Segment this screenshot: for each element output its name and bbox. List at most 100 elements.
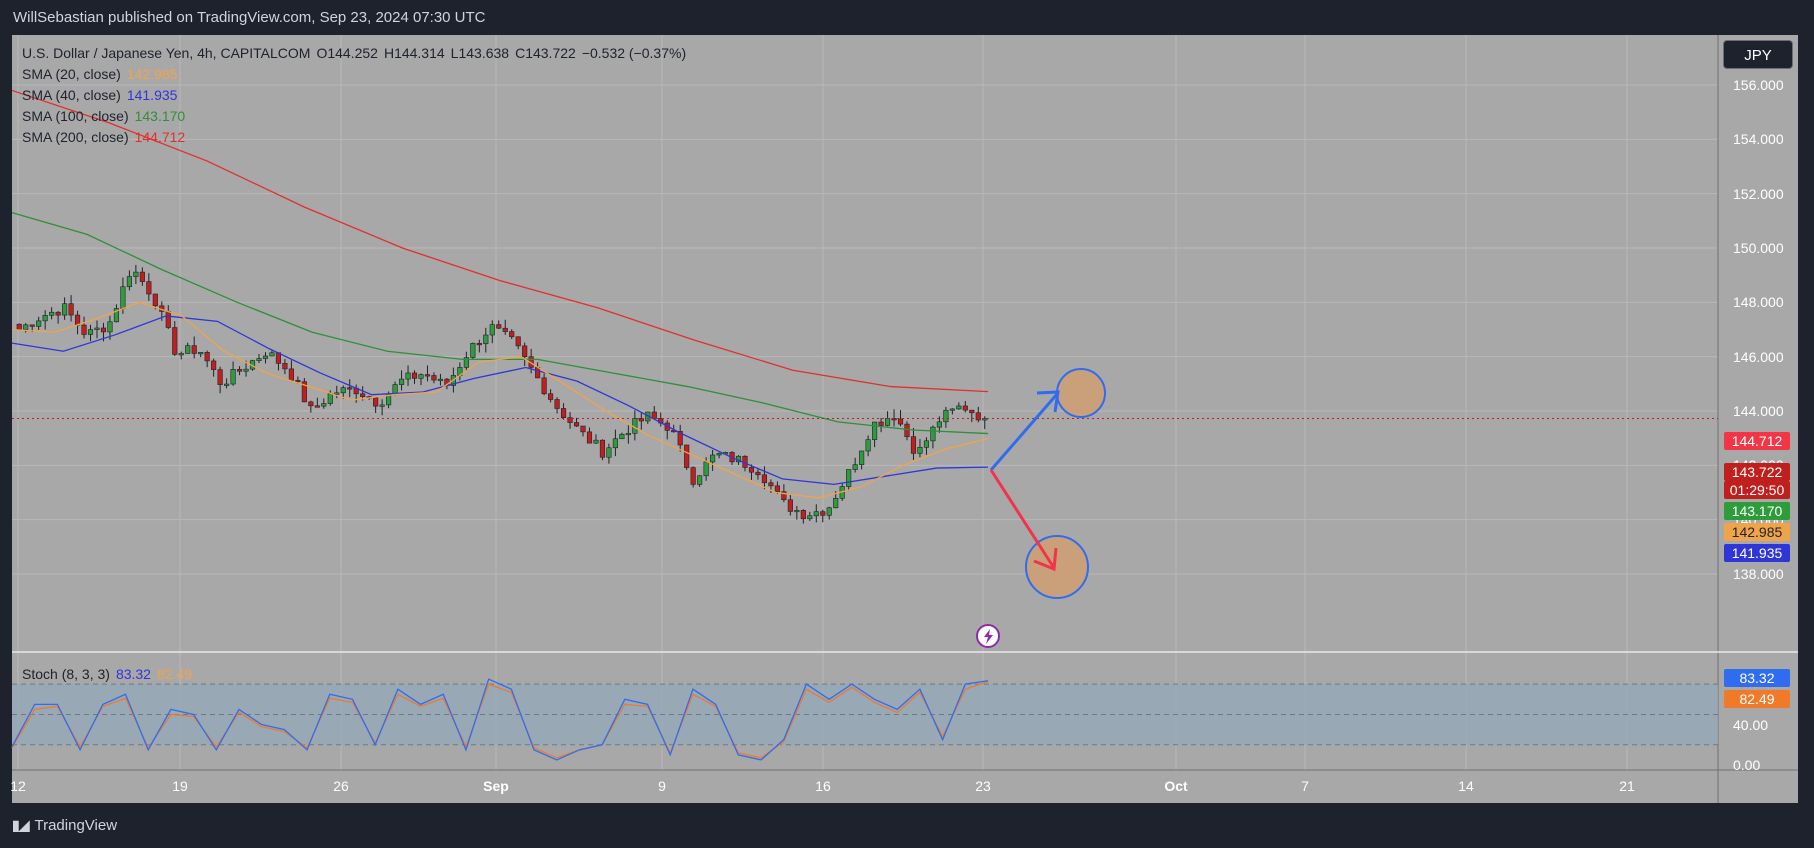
candle-body [16,323,22,330]
candle-body [243,368,249,372]
stoch-k-value: 83.32 [115,666,151,682]
candle-body [411,372,418,379]
candle-body [87,329,94,335]
candle-body [113,308,120,323]
stoch-d-value: 82.49 [156,666,193,682]
price-tick-label: 138.000 [1733,566,1784,582]
candle-body [36,320,42,327]
time-tick-label: 19 [172,778,188,794]
candle-body [982,418,988,421]
stoch-d-price-label: 82.49 [1724,690,1790,708]
candle-body [230,369,236,385]
candle-body [139,271,145,282]
candle-body [522,345,528,357]
candle-body [787,499,793,512]
chart-area[interactable] [12,35,1798,803]
candle-body [768,482,774,487]
candle-body [152,293,158,307]
candle-body [256,358,262,361]
candle-body [800,509,806,520]
candle-body [593,439,599,444]
time-tick-label: 12 [10,778,26,794]
projection-up-arrow [989,392,1060,471]
time-tick-label: 16 [815,778,831,794]
candle-body [774,485,780,492]
symbol-legend[interactable]: U.S. Dollar / Japanese Yen, 4h, CAPITALC… [22,45,692,61]
candle-body [703,461,709,477]
candle-body [949,408,955,411]
candle-body [431,375,437,381]
candle-body [379,404,385,407]
candle-body [236,369,243,372]
candle-body [878,421,884,426]
candle-body [74,314,81,326]
stoch-legend[interactable]: Stoch (8, 3, 3) 83.32 82.49 [22,666,198,682]
sma40-legend[interactable]: SMA (40, close) 141.935 [22,87,183,103]
stoch-d-line [11,680,989,759]
currency-button[interactable]: JPY [1723,40,1793,69]
ohlc-close: 143.722 [525,45,576,61]
candle-body [755,471,761,476]
candle-body [580,425,586,433]
candle-body [392,384,398,395]
candle-body [470,343,476,358]
sma40-value: 141.935 [126,87,178,103]
candle-body [677,431,683,446]
candle-body [852,464,858,470]
candle-body [975,412,981,421]
candle-body [172,327,178,355]
ohlc-low-label: L [450,45,459,61]
sma200-price-label: 144.712 [1724,432,1790,450]
candle-body [327,393,333,404]
candle-body [891,418,897,421]
candle-body [288,368,294,381]
candle-body [807,515,813,520]
candle-body [437,378,444,381]
time-tick-label: 23 [975,778,991,794]
candle-body [496,324,502,329]
candle-body [463,357,469,368]
time-tick-label: 7 [1301,778,1309,794]
candle-body [262,355,269,359]
ohlc-high-label: H [383,45,395,61]
candle-body [405,372,411,380]
sma200-legend[interactable]: SMA (200, close) 144.712 [22,129,191,145]
candle-body [68,303,74,316]
candle-body [956,405,962,410]
candle-body [373,397,379,407]
candle-body [340,387,346,394]
candle-body [897,418,904,425]
sma100-legend[interactable]: SMA (100, close) 143.170 [22,108,191,124]
sma20-legend[interactable]: SMA (20, close) 142.985 [22,66,183,82]
candle-body [619,433,625,440]
target-up-circle [1056,368,1106,418]
candle-body [651,411,657,419]
tradingview-logo-icon: ▮◢ [12,817,30,833]
stoch-name: Stoch (8, 3, 3) [22,666,110,682]
candle-body [599,439,606,458]
candle-body [269,352,275,357]
tradingview-footer[interactable]: ▮◢ TradingView [12,817,117,834]
candle-body [81,324,87,335]
candle-body [716,453,722,456]
candle-body [826,507,832,516]
candle-body [191,345,197,354]
time-tick-label: 9 [658,778,666,794]
candle-body [846,469,852,487]
candle-body [930,426,936,442]
last-price-label: 143.722 [1724,463,1790,481]
ohlc-high: 144.314 [394,45,445,61]
candle-body [29,324,35,327]
candle-body [865,439,871,452]
candle-body [295,380,301,383]
lightning-glyph [984,629,993,644]
projection-down-arrowhead [1033,547,1058,572]
candle-body [308,401,314,407]
candle-body [424,374,431,377]
tradingview-brand: TradingView [34,817,118,834]
candle-body [781,491,787,501]
candle-body [509,331,515,338]
candle-body [146,281,152,295]
candle-body [884,418,891,426]
